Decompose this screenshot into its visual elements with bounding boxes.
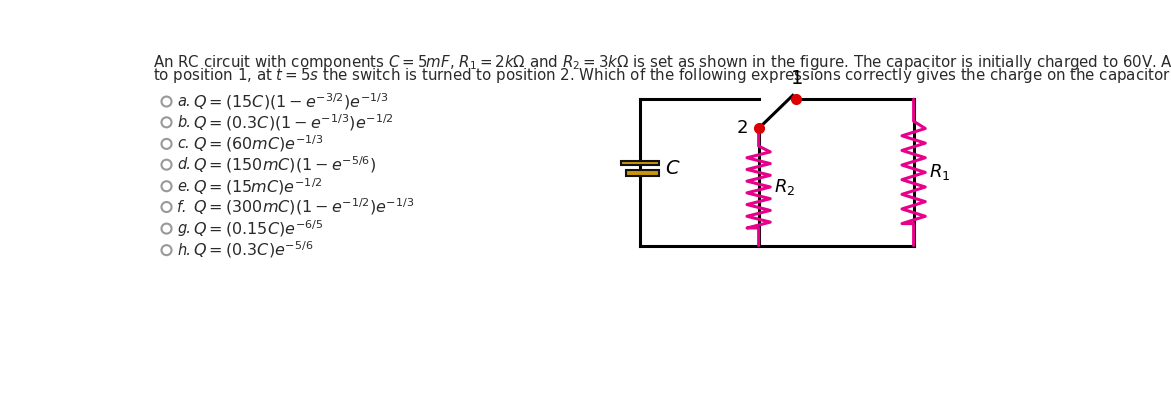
Text: $Q = (60mC)e^{-1/3}$: $Q = (60mC)e^{-1/3}$ <box>193 133 323 154</box>
Text: $Q = (15mC)e^{-1/2}$: $Q = (15mC)e^{-1/2}$ <box>193 176 322 197</box>
Bar <box>626 170 658 176</box>
Text: 2: 2 <box>737 119 748 137</box>
Text: $C$: $C$ <box>665 159 680 178</box>
Text: e.: e. <box>177 179 191 194</box>
Text: $R_1$: $R_1$ <box>929 162 951 182</box>
Text: An RC circuit with components $C = 5mF$, $R_1 = 2k\Omega$ and $R_2 = 3k\Omega$ i: An RC circuit with components $C = 5mF$,… <box>152 53 1171 72</box>
Text: h.: h. <box>177 243 191 258</box>
Text: $Q = (0.3C)(1 - e^{-1/3})e^{-1/2}$: $Q = (0.3C)(1 - e^{-1/3})e^{-1/2}$ <box>193 112 393 133</box>
Text: g.: g. <box>177 221 191 236</box>
Text: $Q = (15C)(1 - e^{-3/2})e^{-1/3}$: $Q = (15C)(1 - e^{-3/2})e^{-1/3}$ <box>193 91 389 112</box>
Bar <box>622 161 658 166</box>
Text: 1: 1 <box>792 69 803 89</box>
Text: $Q = (0.3C)e^{-5/6}$: $Q = (0.3C)e^{-5/6}$ <box>193 240 314 260</box>
Text: $Q = (0.15C)e^{-6/5}$: $Q = (0.15C)e^{-6/5}$ <box>193 218 323 239</box>
Text: $Q = (150mC)(1 - e^{-5/6})$: $Q = (150mC)(1 - e^{-5/6})$ <box>193 154 376 175</box>
Text: f.: f. <box>177 200 187 214</box>
Text: d.: d. <box>177 157 191 172</box>
Text: a.: a. <box>177 94 191 109</box>
Text: to position 1, at $t = 5s$ the switch is turned to position 2. Which of the foll: to position 1, at $t = 5s$ the switch is… <box>152 66 1171 85</box>
Text: c.: c. <box>177 137 190 151</box>
Text: $Q = (300mC)(1 - e^{-1/2})e^{-1/3}$: $Q = (300mC)(1 - e^{-1/2})e^{-1/3}$ <box>193 197 415 218</box>
Text: $R_2$: $R_2$ <box>774 177 795 197</box>
Text: b.: b. <box>177 115 191 130</box>
